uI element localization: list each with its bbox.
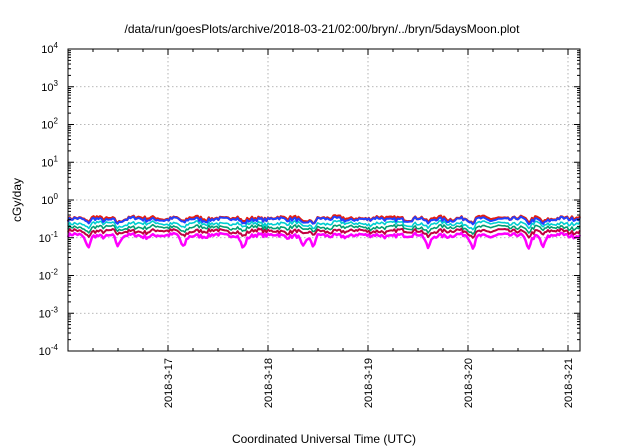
series-group: [66, 214, 582, 250]
x-tick-label: 2018-3-20: [463, 358, 475, 408]
series-line: [67, 215, 581, 226]
y-tick-label: 10-4: [39, 343, 59, 358]
y-tick-label: 10-3: [39, 305, 59, 320]
x-tick-labels: 2018-3-17 2018-3-18 2018-3-19 2018-3-20 2018…: [163, 358, 575, 408]
x-axis-label: Coordinated Universal Time (UTC): [232, 432, 416, 446]
chart-title: /data/run/goesPlots/archive/2018-03-21/0…: [125, 22, 521, 36]
series-line: [66, 231, 582, 250]
series-line: [67, 223, 581, 235]
x-tick-label: 2018-3-19: [363, 358, 375, 408]
y-tick-label: 100: [41, 192, 58, 207]
grid: [68, 49, 580, 351]
y-tick-label: 10-2: [39, 268, 59, 283]
x-tick-label: 2018-3-17: [163, 358, 175, 408]
y-tick-label: 103: [41, 79, 58, 94]
y-tick-label: 104: [41, 41, 58, 56]
y-tick-labels: 10-4 10-3 10-2 10-1 100 101 102 103 104: [39, 41, 59, 358]
series-line: [67, 227, 581, 239]
y-tick-label: 10-1: [39, 230, 59, 245]
x-tick-label: 2018-3-21: [563, 358, 575, 408]
series-line: [67, 219, 581, 231]
x-tick-label: 2018-3-18: [263, 358, 275, 408]
y-tick-label: 102: [41, 117, 58, 132]
y-tick-label: 101: [41, 154, 58, 169]
tick-marks: [68, 48, 580, 352]
y-axis-label: cGy/day: [10, 178, 24, 222]
